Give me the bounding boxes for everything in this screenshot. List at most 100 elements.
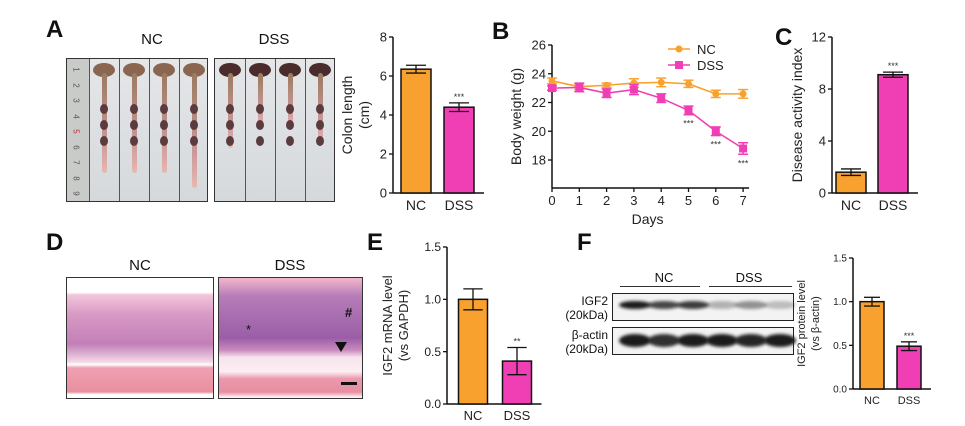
significance-label: *** — [904, 331, 915, 341]
colon-specimen — [183, 63, 205, 77]
y-axis-label: IGF2 protein level — [796, 280, 808, 367]
colon-specimen — [153, 63, 175, 77]
x-tick-label: DSS — [879, 197, 908, 213]
blot-band — [648, 301, 680, 309]
colon-specimen — [123, 63, 145, 77]
x-tick-label: NC — [406, 197, 426, 213]
photo-label-nc: NC — [141, 31, 163, 48]
bar-dss — [877, 73, 909, 194]
data-point-dss — [548, 84, 556, 93]
data-point-dss — [684, 106, 693, 115]
y-tick-label: 0.0 — [424, 397, 441, 411]
blot-band — [619, 334, 651, 347]
data-point-nc — [603, 81, 611, 89]
data-point-nc — [657, 78, 665, 86]
legend-label-dss: DSS — [697, 58, 724, 73]
y-tick-label: 26 — [532, 38, 546, 53]
x-tick-label: NC — [841, 197, 861, 213]
y-tick-label: 6 — [380, 69, 387, 84]
blot-label-igf2: IGF2 (20kDa) — [556, 294, 608, 322]
band-size: (20kDa) — [565, 342, 608, 356]
western-blot-actin — [612, 327, 796, 355]
x-tick-label: DSS — [445, 197, 474, 213]
data-point-dss — [657, 94, 666, 103]
y-tick-label: 1.0 — [424, 293, 441, 307]
y-tick-label: 4 — [380, 108, 387, 123]
y-axis-label: Body weight (g) — [508, 68, 524, 165]
significance-label: ** — [513, 336, 521, 346]
y-axis-label: (cm) — [356, 101, 372, 129]
colon-specimen — [249, 63, 271, 77]
blot-band — [619, 301, 651, 309]
blot-group-line-dss — [709, 286, 792, 287]
bar-nc — [457, 298, 489, 405]
blot-label-nc: NC — [654, 270, 674, 285]
x-axis-label: Days — [632, 211, 664, 227]
blot-band — [706, 334, 738, 347]
blot-band — [735, 301, 767, 309]
blot-band — [677, 301, 709, 309]
x-tick-label: 2 — [603, 193, 610, 208]
blot-band — [677, 334, 709, 347]
legend-label-nc: NC — [697, 42, 716, 57]
x-tick-label: DSS — [504, 408, 531, 423]
y-tick-label: 2 — [380, 147, 387, 162]
blot-band — [764, 334, 796, 347]
y-tick-label: 8 — [380, 30, 387, 45]
annotation-hash: # — [345, 305, 353, 320]
histology-label-dss: DSS — [274, 257, 306, 274]
histology-image-nc — [66, 277, 214, 399]
y-axis-label: Colon length — [339, 76, 355, 155]
histology-label-nc: NC — [129, 257, 151, 274]
x-tick-label: DSS — [898, 395, 921, 407]
bar-nc — [400, 68, 432, 194]
y-tick-label: 22 — [532, 95, 546, 110]
series-line-nc — [551, 80, 744, 95]
x-tick-label: 1 — [576, 193, 583, 208]
legend-marker — [675, 45, 683, 53]
data-point-dss — [602, 89, 611, 98]
band-size: (20kDa) — [565, 308, 608, 322]
data-point-nc — [739, 90, 747, 98]
y-tick-label: 0 — [380, 186, 387, 201]
colon-photo-dss — [214, 58, 335, 202]
y-tick-label: 0.0 — [833, 385, 847, 396]
legend-marker — [675, 61, 683, 69]
western-blot-igf2 — [612, 293, 796, 321]
data-point-dss — [629, 85, 638, 94]
panel-label-a: A — [46, 16, 64, 43]
x-tick-label: NC — [464, 408, 483, 423]
series-line-dss — [551, 86, 744, 150]
significance-label: *** — [711, 140, 722, 150]
blot-label-actin: β-actin (20kDa) — [556, 328, 608, 356]
blot-band — [735, 334, 767, 347]
colon-specimen — [219, 63, 241, 77]
band-name: IGF2 — [581, 294, 608, 308]
blot-band — [648, 334, 680, 347]
y-tick-label: 0 — [819, 186, 826, 201]
colon-specimen — [279, 63, 301, 77]
data-point-nc — [712, 90, 720, 98]
bar-dss — [896, 345, 922, 390]
data-point-dss — [711, 127, 720, 136]
band-name: β-actin — [571, 328, 608, 342]
colon-specimen — [309, 63, 331, 77]
significance-label: *** — [683, 119, 694, 129]
colon-specimen — [93, 63, 115, 77]
y-tick-label: 24 — [532, 66, 546, 81]
significance-label: *** — [888, 61, 899, 71]
x-tick-label: 5 — [685, 193, 692, 208]
x-tick-label: 3 — [630, 193, 637, 208]
data-point-dss — [575, 83, 584, 92]
arrowhead-icon — [335, 342, 347, 352]
y-axis-label: IGF2 mRNA level — [380, 275, 395, 376]
significance-label: *** — [738, 158, 749, 168]
bar-dss — [443, 106, 475, 194]
data-point-nc — [548, 77, 556, 85]
y-tick-label: 0.5 — [833, 341, 847, 352]
y-tick-label: 1.5 — [833, 254, 847, 265]
panel-label-b: B — [492, 18, 510, 45]
data-point-nc — [685, 80, 692, 88]
panel-label-d: D — [46, 229, 64, 256]
